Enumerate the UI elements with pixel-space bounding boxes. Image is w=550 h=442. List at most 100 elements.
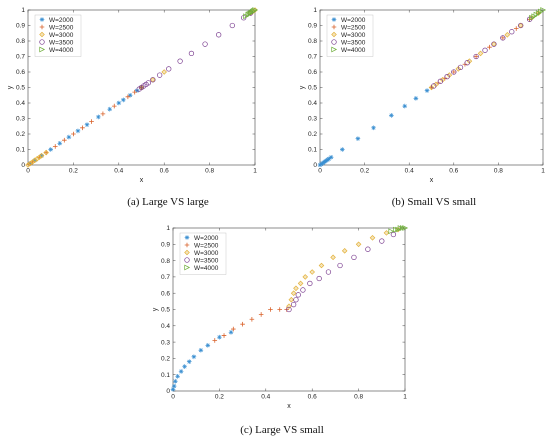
data-point — [473, 54, 479, 59]
y-tick-label: 0.3 — [161, 339, 170, 346]
data-point — [371, 125, 376, 131]
data-point — [221, 333, 227, 338]
data-point — [188, 50, 195, 57]
y-tick-label: 0.5 — [308, 85, 317, 92]
legend-marker — [39, 39, 45, 45]
panel-caption: (a) Large VS large — [127, 196, 209, 208]
data-point — [451, 69, 457, 75]
legend-label: W=3500 — [341, 39, 366, 46]
data-point — [36, 154, 43, 161]
data-point — [57, 141, 63, 146]
y-tick-label: 0.6 — [16, 69, 25, 76]
legend-marker — [39, 31, 45, 38]
data-point — [297, 280, 304, 287]
data-point — [32, 158, 38, 163]
data-point — [205, 343, 211, 348]
data-point — [121, 97, 126, 103]
data-point — [309, 269, 315, 275]
legend-label: W=2500 — [341, 24, 366, 31]
data-point — [175, 374, 180, 379]
data-point — [212, 338, 218, 343]
y-tick-label: 0.6 — [308, 69, 317, 76]
data-point — [27, 161, 33, 166]
x-axis-label: x — [140, 177, 144, 184]
data-point — [302, 274, 309, 280]
data-point — [379, 238, 385, 244]
y-tick-label: 1 — [166, 225, 170, 232]
data-point — [111, 103, 117, 109]
data-point — [39, 153, 44, 158]
data-point — [132, 89, 137, 95]
y-tick-label: 0.9 — [161, 242, 170, 249]
y-tick-label: 0.1 — [308, 147, 317, 154]
series-W=2500 — [212, 307, 289, 343]
y-tick-label: 0.2 — [16, 131, 25, 138]
legend-marker — [39, 46, 46, 53]
data-point — [71, 131, 76, 137]
x-tick-label: 0 — [318, 168, 322, 175]
x-tick-label: 0 — [171, 394, 175, 401]
chart-panel-1: 0 0.2 0.4 0.6 0.8 1 0 0.1 0.2 0.3 0.4 0.5 0.6 0.7 0.8 0… — [7, 7, 259, 208]
data-point — [288, 296, 295, 303]
y-tick-label: 0.3 — [308, 116, 317, 123]
data-point — [451, 69, 457, 75]
panel-caption: (c) Large VS small — [240, 424, 324, 436]
chart-panel-2: 0 0.2 0.4 0.6 0.8 1 0 0.1 0.2 0.3 0.4 0.5 0.6 0.7 0.8 0… — [299, 7, 547, 208]
data-point — [402, 225, 409, 231]
x-tick-label: 1 — [541, 168, 545, 175]
data-point — [365, 246, 371, 252]
y-tick-label: 0.8 — [16, 38, 25, 45]
data-point — [457, 64, 464, 70]
y-tick-label: 0.1 — [16, 147, 25, 154]
data-point — [477, 50, 484, 57]
legend-label: W=3000 — [49, 32, 74, 39]
x-tick-label: 0.8 — [205, 168, 214, 175]
x-tick-label: 0.2 — [215, 394, 224, 401]
data-point — [518, 22, 524, 29]
x-tick-label: 0.4 — [405, 168, 414, 175]
y-tick-label: 0.7 — [16, 54, 25, 61]
data-point — [84, 122, 90, 127]
data-point — [293, 285, 299, 292]
legend-label: W=2000 — [194, 235, 219, 242]
legend-marker — [39, 17, 45, 22]
y-tick-label: 0.4 — [161, 323, 170, 330]
y-axis-label: y — [152, 307, 159, 311]
data-point — [355, 136, 361, 141]
data-point — [177, 58, 183, 64]
x-tick-label: 0.4 — [261, 394, 270, 401]
data-point — [290, 301, 297, 308]
data-point — [258, 312, 264, 317]
data-point — [290, 290, 297, 296]
data-point — [424, 88, 430, 93]
legend-label: W=3500 — [194, 257, 219, 264]
data-point — [388, 228, 395, 235]
data-point — [431, 83, 437, 89]
data-point — [351, 254, 357, 260]
data-point — [228, 330, 234, 335]
data-point — [66, 134, 72, 140]
data-point — [337, 262, 343, 269]
data-point — [217, 334, 222, 340]
data-point — [240, 321, 245, 327]
legend-marker — [331, 24, 337, 30]
legend-marker — [184, 257, 190, 263]
data-point — [100, 111, 106, 117]
data-point — [161, 69, 167, 75]
data-point — [116, 100, 122, 106]
legend-marker — [331, 39, 337, 45]
data-point — [444, 73, 450, 80]
data-point — [43, 150, 49, 155]
panel-caption: (b) Small VS small — [392, 196, 476, 208]
legend-marker — [331, 17, 337, 22]
x-tick-label: 0.8 — [494, 168, 503, 175]
series-W=4000 — [243, 7, 259, 20]
data-point — [170, 387, 176, 392]
legend-label: W=4000 — [49, 47, 74, 54]
data-point — [504, 32, 511, 38]
x-tick-label: 0.2 — [69, 168, 78, 175]
legend-label: W=2500 — [194, 242, 219, 249]
data-point — [316, 275, 322, 282]
data-point — [125, 94, 131, 100]
data-point — [300, 287, 306, 293]
